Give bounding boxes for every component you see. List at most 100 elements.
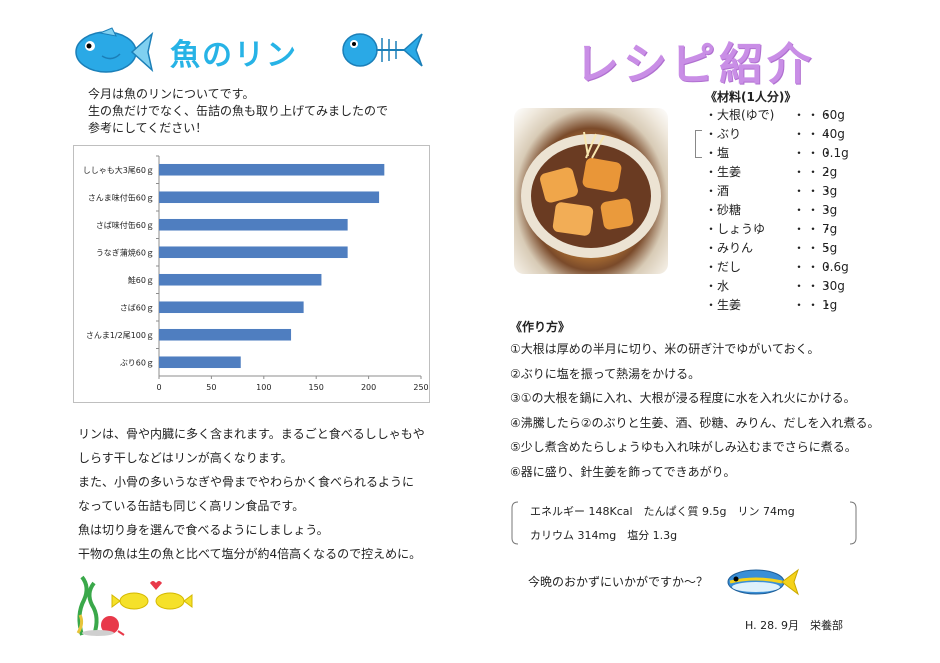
- ingredient-name: ・酒: [705, 184, 730, 198]
- x-tick-label: 100: [256, 383, 271, 392]
- chart-bar: [159, 246, 348, 259]
- y-tick-label: さば味付缶60ｇ: [96, 220, 154, 230]
- ingredient-amount: 0.1g: [822, 146, 849, 160]
- chart-bar: [159, 328, 292, 341]
- ingredient-row: ・酒 ・・・ 3g: [705, 182, 865, 201]
- ingredient-amount: 2g: [822, 165, 838, 179]
- ingredient-row: ・塩 ・・・ 0.1g: [705, 144, 865, 163]
- ingredient-amount: 3g: [822, 203, 838, 217]
- ingredient-row: ・砂糖 ・・・ 3g: [705, 201, 865, 220]
- ingredient-name: ・生姜: [705, 165, 742, 179]
- steps-title: 《作り方》: [510, 320, 571, 334]
- nutrition-bracket-box: [510, 500, 858, 546]
- ingredient-amount: 1g: [822, 298, 838, 312]
- ingredient-amount: 0.6g: [822, 260, 849, 274]
- x-tick-label: 250: [413, 383, 428, 392]
- ingredient-amount: 3g: [822, 184, 838, 198]
- y-tick-label: ぶり60ｇ: [120, 358, 154, 367]
- right-title: レシピ紹介: [575, 39, 815, 90]
- ingredient-name: ・砂糖: [705, 203, 742, 217]
- ingredient-amount: 40g: [822, 127, 845, 141]
- ingredient-name: ・塩: [705, 146, 730, 160]
- paragraph-line: しらす干しなどはリンが高くなります。: [78, 451, 293, 465]
- closing-text: 今晩のおかずにいかがですか～？: [528, 575, 709, 589]
- phosphorus-paragraph: リンは、骨や内臓に多く含まれます。まるごと食べるししゃもや しらす干しなどはリン…: [78, 422, 425, 566]
- ingredient-dots: ・・・: [793, 184, 836, 198]
- x-tick-label: 200: [361, 383, 376, 392]
- ingredient-name: ・ぶり: [705, 127, 742, 141]
- ingredient-amount: 5g: [822, 241, 838, 255]
- step-line: ②ぶりに塩を振って熱湯をかける。: [510, 366, 701, 381]
- ingredient-row: ・生姜 ・・・ 2g: [705, 163, 865, 182]
- y-tick-label: さば60ｇ: [120, 303, 154, 312]
- paragraph-line: 干物の魚は生の魚と比べて塩分が約4倍高くなるので控えめに。: [78, 547, 422, 561]
- ingredient-dots: ・・・: [793, 127, 836, 141]
- x-tick-label: 50: [206, 383, 216, 392]
- fish-bone-icon: [340, 26, 424, 74]
- ingredient-row: ・だし ・・・ 0.6g: [705, 258, 865, 277]
- ingredient-amount: 60g: [822, 108, 845, 122]
- y-tick-label: さんま1/2尾100ｇ: [86, 331, 154, 340]
- chart-bar: [159, 273, 322, 286]
- paragraph-line: また、小骨の多いうなぎや骨までやわらかく食べられるように: [78, 475, 415, 489]
- nutrition-line-1: エネルギー 148Kcal たんぱく質 9.5g リン 74mg: [530, 505, 795, 518]
- ingredient-dots: ・・・: [793, 222, 836, 236]
- chart-bar: [159, 218, 348, 231]
- ingredient-row: ・ぶり ・・・ 40g: [705, 125, 865, 144]
- ingredient-name: ・みりん: [705, 241, 754, 255]
- paragraph-line: なっている缶詰も同じく高リン食品です。: [78, 499, 305, 513]
- ingredient-dots: ・・・: [793, 203, 836, 217]
- y-tick-label: 鮭60ｇ: [128, 275, 154, 285]
- left-title: 魚のリン: [170, 38, 298, 73]
- ingredient-dots: ・・・: [793, 241, 836, 255]
- footer-credit: H. 28. 9月 栄養部: [745, 619, 844, 632]
- blue-fish-icon: [72, 26, 154, 78]
- ingredient-dots: ・・・: [793, 279, 836, 293]
- intro-line: 今月は魚のリンについてです。: [88, 87, 255, 101]
- ingredient-bracket: [695, 130, 702, 158]
- nutrition-line-2: カリウム 314mg 塩分 1.3g: [530, 529, 678, 542]
- chart-bar: [159, 301, 304, 314]
- x-tick-label: 150: [309, 383, 324, 392]
- paragraph-line: 魚は切り身を選んで食べるようにしましょう。: [78, 523, 329, 537]
- dish-photo: [514, 108, 668, 274]
- ingredient-amount: 7g: [822, 222, 838, 236]
- ingredient-name: ・水: [705, 279, 730, 293]
- step-line: ③①の大根を鍋に入れ、大根が浸る程度に水を入れ火にかける。: [510, 391, 856, 405]
- ingredient-dots: ・・・: [793, 108, 836, 122]
- ingredient-name: ・生姜: [705, 298, 742, 312]
- intro-line: 生の魚だけでなく、缶詰の魚も取り上げてみましたので: [88, 104, 389, 118]
- ingredient-dots: ・・・: [793, 260, 836, 274]
- ingredient-row: ・みりん ・・・ 5g: [705, 239, 865, 258]
- step-line: ⑥器に盛り、針生姜を飾ってできあがり。: [510, 464, 736, 479]
- step-line: ④沸騰したら②のぶりと生姜、酒、砂糖、みりん、だしを入れ煮る。: [510, 415, 880, 430]
- ingredients-list: ・大根(ゆで) ・・・ 60g ・ぶり ・・・ 40g ・塩 ・・・ 0.1g ・生姜 ・・・…: [705, 106, 865, 315]
- ingredient-row: ・大根(ゆで) ・・・ 60g: [705, 106, 865, 125]
- ingredient-name: ・だし: [705, 260, 742, 274]
- steps-list: ①大根は厚めの半月に切り、米の研ぎ汁でゆがいておく。 ②ぶりに塩を振って熱湯をか…: [510, 337, 880, 484]
- y-tick-label: うなぎ蒲焼60ｇ: [96, 247, 154, 257]
- ingredient-row: ・しょうゆ ・・・ 7g: [705, 220, 865, 239]
- y-tick-label: ししゃも大3尾60ｇ: [83, 165, 154, 175]
- chart-bar: [159, 356, 241, 369]
- x-tick-label: 0: [156, 383, 161, 392]
- ingredient-dots: ・・・: [793, 146, 836, 160]
- ingredient-dots: ・・・: [793, 298, 836, 312]
- seaweed-fish-icon: [72, 575, 212, 637]
- paragraph-line: リンは、骨や内臓に多く含まれます。まるごと食べるししゃもや: [78, 427, 425, 441]
- y-tick-label: さんま味付缶60ｇ: [88, 192, 154, 202]
- ingredients-title: 《材料(1人分)》: [705, 90, 797, 104]
- intro-text: 今月は魚のリンについてです。 生の魚だけでなく、缶詰の魚も取り上げてみましたので…: [88, 86, 388, 137]
- ingredient-name: ・大根(ゆで): [705, 108, 775, 122]
- ingredient-amount: 30g: [822, 279, 845, 293]
- step-line: ①大根は厚めの半月に切り、米の研ぎ汁でゆがいておく。: [510, 342, 820, 356]
- step-line: ⑤少し煮含めたらしょうゆも入れ味がしみ込むまでさらに煮る。: [510, 440, 857, 454]
- chart-svg: ししゃも大3尾60ｇ さんま味付缶60ｇ さば味付缶60ｇ うなぎ蒲焼60ｇ 鮭60ｇ さ…: [83, 155, 429, 392]
- intro-line: 参考にしてください！: [88, 121, 208, 135]
- chart-bar: [159, 191, 380, 204]
- ingredient-name: ・しょうゆ: [705, 222, 766, 236]
- phosphorus-bar-chart: ししゃも大3尾60ｇ さんま味付缶60ｇ さば味付缶60ｇ うなぎ蒲焼60ｇ 鮭60ｇ さ…: [73, 145, 430, 403]
- ingredient-row: ・水 ・・・ 30g: [705, 277, 865, 296]
- ingredient-row: ・生姜 ・・・ 1g: [705, 296, 865, 315]
- chart-bar: [159, 163, 385, 176]
